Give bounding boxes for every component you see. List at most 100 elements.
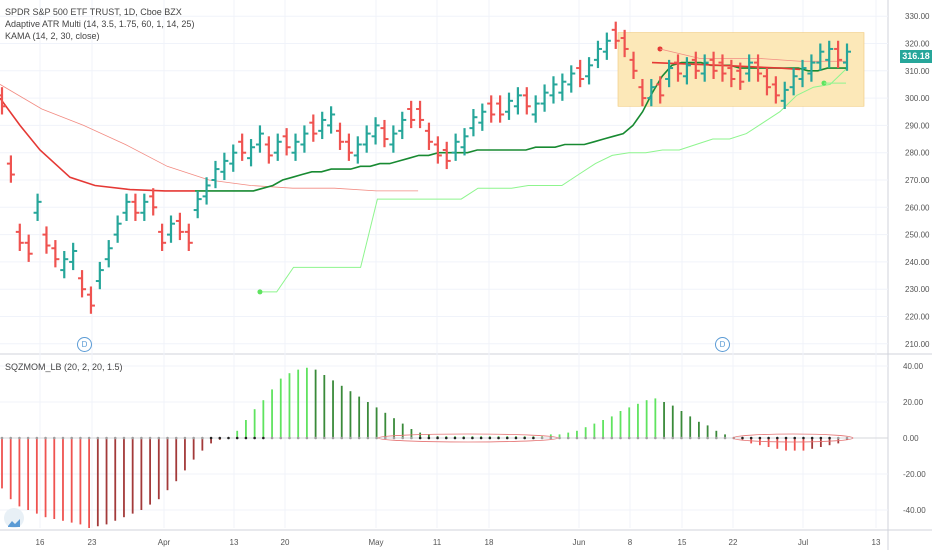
ohlc-bar: [238, 133, 247, 161]
ohlc-bar: [442, 141, 451, 170]
ohlc-bar: [140, 193, 149, 221]
chart-title: SPDR S&P 500 ETF TRUST, 1D, Cboe BZX: [5, 7, 182, 17]
ohlc-bar: [674, 54, 682, 82]
main-y-tick-label: 290.00: [905, 121, 930, 130]
ohlc-bar: [576, 59, 585, 88]
squeeze-dot: [540, 436, 544, 440]
squeeze-dot: [662, 436, 666, 440]
ohlc-bar: [843, 43, 851, 71]
squeeze-dot: [26, 436, 30, 440]
squeeze-dot: [532, 436, 535, 440]
x-tick-label: 11: [433, 538, 442, 547]
ohlc-bar: [611, 21, 620, 49]
ohlc-bar: [505, 92, 513, 120]
squeeze-dot: [157, 436, 161, 440]
lower-pane-title: SQZMOM_LB (20, 2, 20, 1.5): [5, 362, 123, 372]
squeeze-dot: [288, 436, 291, 440]
ohlc-bar: [825, 40, 834, 69]
ohlc-bar: [184, 223, 193, 251]
squeeze-ellipse: [377, 433, 559, 443]
squeeze-dot: [479, 436, 483, 440]
squeeze-dot: [471, 436, 474, 440]
ohlc-bar: [816, 43, 825, 71]
squeeze-dot: [810, 436, 814, 440]
squeeze-dot: [235, 436, 239, 440]
ohlc-bar: [362, 125, 371, 153]
squeeze-dot: [845, 436, 849, 440]
ohlc-bar: [549, 76, 558, 104]
ohlc-bar: [33, 193, 42, 221]
ohlc-bar: [51, 240, 60, 268]
squeeze-dot: [340, 436, 344, 440]
ohlc-bar: [513, 87, 522, 115]
ohlc-bar: [255, 125, 264, 153]
x-tick-label: Jun: [573, 538, 586, 547]
squeeze-dot: [9, 436, 13, 440]
main-y-tick-label: 240.00: [905, 258, 930, 267]
squeeze-dot: [401, 436, 405, 440]
tradingview-logo-icon[interactable]: [4, 508, 24, 528]
ohlc-bar: [416, 100, 425, 129]
atr-lower-line: [259, 67, 848, 293]
x-tick-label: 13: [230, 538, 239, 547]
last-price-badge: 316.18: [900, 50, 932, 63]
main-y-tick-label: 280.00: [905, 149, 930, 158]
ohlc-bar: [344, 133, 353, 161]
squeeze-dot: [35, 436, 39, 440]
ohlc-bar: [700, 54, 709, 82]
squeeze-dot: [776, 436, 779, 440]
ohlc-bar: [15, 223, 24, 251]
main-y-tick-label: 210.00: [905, 340, 930, 349]
atr-upper-line-2: [659, 48, 847, 62]
squeeze-dot: [819, 436, 823, 440]
ohlc-bar: [24, 234, 33, 262]
squeeze-dot: [741, 436, 744, 440]
main-y-tick-label: 300.00: [905, 94, 930, 103]
ohlc-bar: [69, 242, 78, 271]
squeeze-dot: [767, 436, 770, 440]
ohlc-bar: [620, 29, 629, 58]
ohlc-bar: [656, 76, 665, 104]
ohlc-bar: [762, 68, 771, 96]
x-tick-label: 16: [36, 538, 45, 547]
ohlc-bar: [42, 226, 51, 254]
squeeze-dot: [688, 436, 692, 440]
squeeze-dot: [671, 436, 675, 440]
squeeze-dot: [462, 436, 466, 440]
dividend-marker-2[interactable]: D: [715, 337, 730, 352]
ohlc-bar: [60, 250, 69, 279]
main-y-tick-label: 320.00: [905, 39, 930, 48]
ohlc-bar: [424, 122, 433, 150]
ohlc-bar: [718, 54, 727, 82]
dividend-marker-1[interactable]: D: [77, 337, 92, 352]
squeeze-dot: [61, 436, 65, 440]
pane-y-tick-label: 20.00: [903, 398, 924, 407]
kama-line: [195, 61, 847, 192]
squeeze-dot: [427, 436, 431, 440]
ohlc-bar: [318, 111, 327, 140]
ohlc-bar: [496, 95, 505, 123]
ohlc-bar: [798, 59, 807, 88]
squeeze-dot: [79, 436, 82, 440]
ohlc-bar: [131, 193, 140, 221]
kama-down-line: [0, 97, 195, 192]
pane-y-tick-label: 0.00: [903, 434, 919, 443]
squeeze-dot: [436, 436, 439, 440]
ohlc-bar: [220, 152, 229, 180]
squeeze-dot: [619, 436, 622, 440]
squeeze-dot: [758, 436, 762, 440]
squeeze-dot: [627, 436, 631, 440]
ohlc-bar: [736, 62, 745, 90]
ohlc-bar: [745, 54, 754, 82]
ohlc-bar: [682, 57, 691, 85]
squeeze-dot: [584, 436, 587, 440]
squeeze-dot: [87, 436, 91, 440]
x-tick-label: 15: [678, 538, 687, 547]
ohlc-bar: [593, 40, 602, 69]
squeeze-dot: [209, 436, 213, 440]
squeeze-ellipse: [732, 433, 854, 443]
squeeze-dot: [497, 436, 500, 440]
x-tick-label: 20: [281, 538, 290, 547]
main-y-tick-label: 220.00: [905, 313, 930, 322]
